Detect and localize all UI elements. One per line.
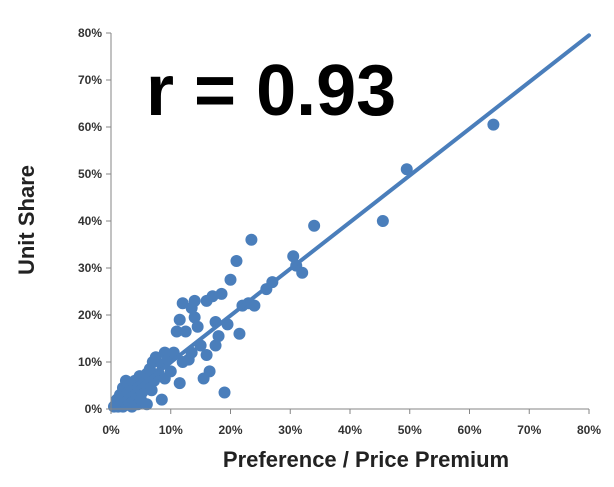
x-tick-label: 60% [457,423,481,437]
data-point [248,299,261,312]
x-tick-label: 10% [159,423,183,437]
x-tick-label: 40% [338,423,362,437]
data-point [287,250,300,263]
data-point [145,384,158,397]
data-point [209,339,222,352]
data-point [212,330,225,343]
x-tick-label: 30% [278,423,302,437]
y-axis-title: Unit Share [14,165,39,275]
x-tick-label: 70% [517,423,541,437]
data-point [179,325,192,338]
y-tick-label: 50% [78,167,102,181]
x-tick-label: 50% [398,423,422,437]
data-point [230,254,243,267]
x-tick-label: 20% [218,423,242,437]
y-axis-ticks: 0% 10% 20% 30% 40% 50% 60% 70% 80% [78,26,111,416]
data-point [224,273,237,286]
y-tick-label: 40% [78,214,102,228]
data-point [376,215,389,227]
y-tick-label: 60% [78,120,102,134]
data-point [296,266,309,279]
data-point [308,219,321,232]
correlation-annotation: r = 0.93 [146,51,396,131]
data-point [191,320,204,333]
trendline [109,33,591,411]
data-point [188,311,201,324]
data-point [200,348,213,361]
y-tick-label: 70% [78,73,102,87]
points-layer [107,118,500,413]
data-point [155,393,168,406]
x-axis-ticks: 0% 10% 20% 30% 40% 50% 60% 70% 80% [102,409,601,437]
data-point [487,118,500,131]
x-axis-title: Preference / Price Premium [223,447,509,472]
y-tick-label: 10% [78,355,102,369]
data-point [173,377,186,390]
y-tick-label: 20% [78,308,102,322]
data-point [218,386,231,399]
y-tick-label: 30% [78,261,102,275]
y-tick-label: 0% [85,402,103,416]
data-point [176,297,189,310]
data-point [140,398,153,411]
data-point [400,163,413,176]
x-tick-label: 0% [102,423,120,437]
data-point [233,327,246,340]
data-point [164,365,177,378]
data-point [188,294,201,307]
data-point [245,233,258,246]
data-point [203,365,216,378]
data-point [173,313,186,326]
x-tick-label: 80% [577,423,601,437]
y-tick-label: 80% [78,26,102,40]
data-point [170,325,183,338]
data-point [215,287,228,300]
